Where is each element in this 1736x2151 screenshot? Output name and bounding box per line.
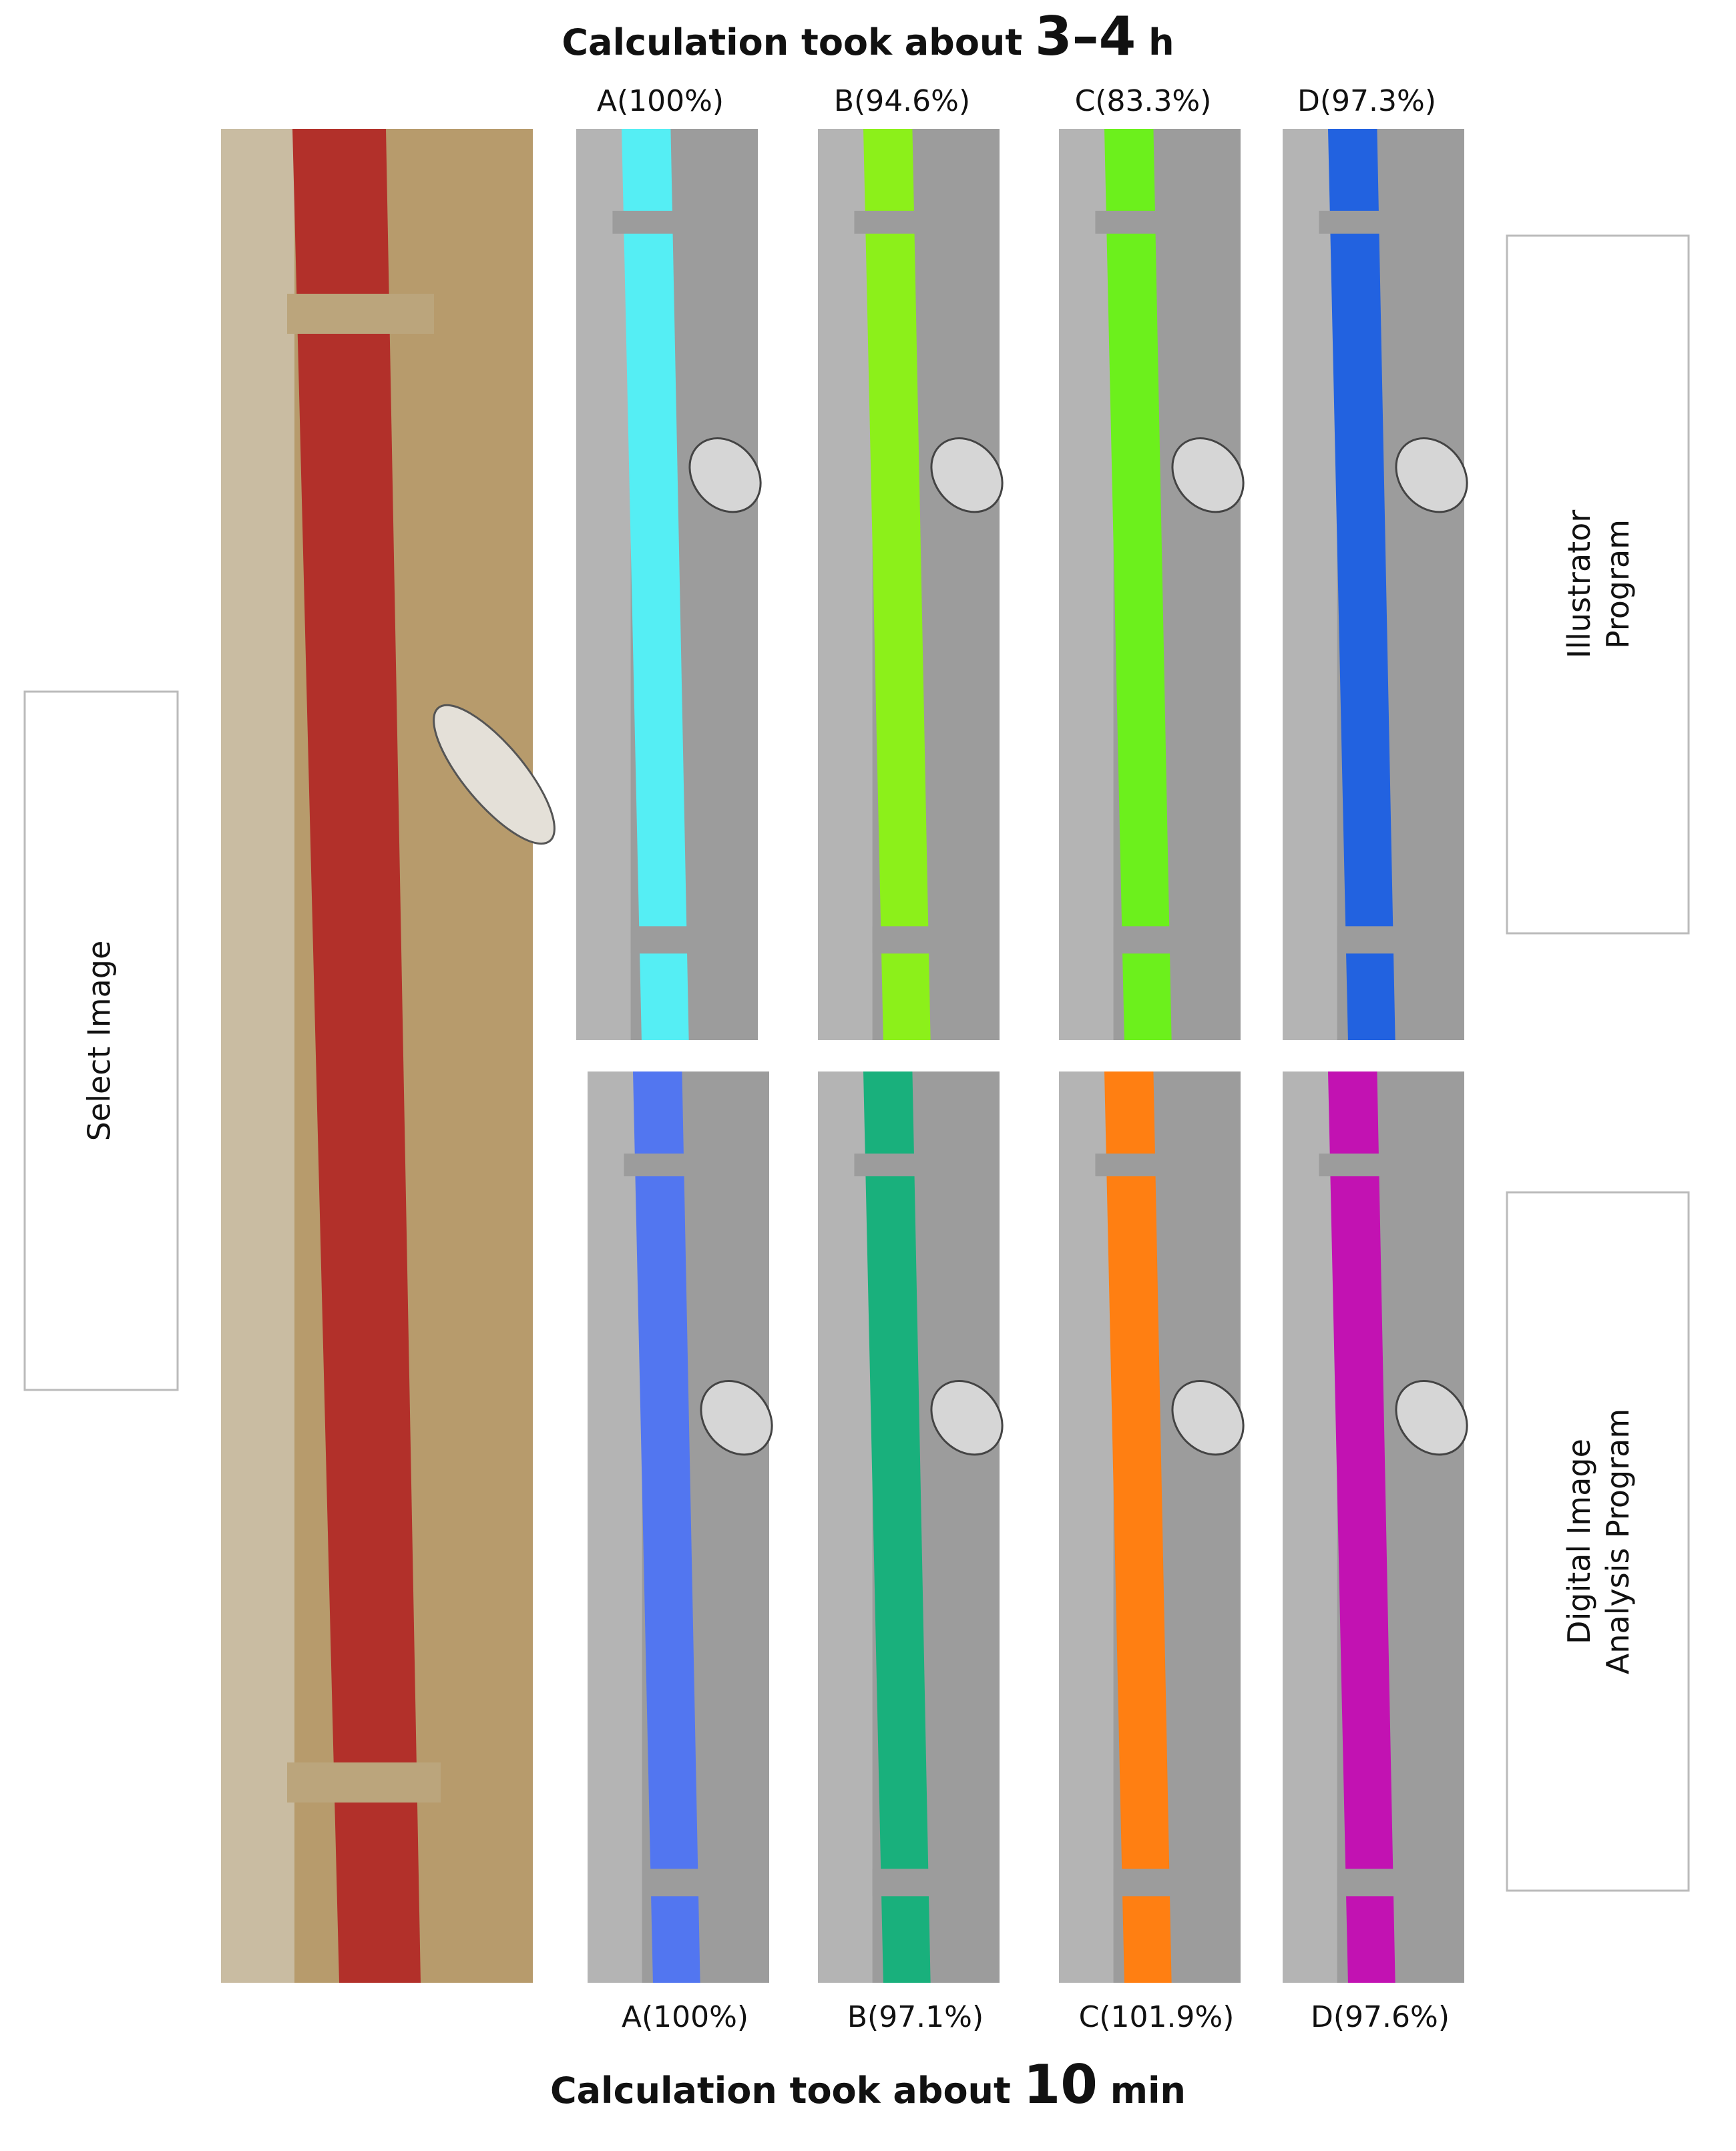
red-strip: [292, 129, 421, 1983]
strip-gap: [1113, 926, 1186, 954]
panel-label: C(83.3%): [1075, 84, 1212, 118]
select-label: Select Image: [81, 941, 118, 1142]
image-gap: [287, 294, 434, 334]
label-line: Illustrator: [1561, 510, 1597, 659]
color-strip: [1104, 129, 1172, 1040]
strip-gap: [642, 1869, 715, 1897]
image-shade: [221, 129, 294, 1983]
strip-gap: [872, 926, 945, 954]
strip-gap: [854, 1153, 927, 1176]
color-strip: [622, 129, 689, 1040]
panel-label: A(100%): [597, 84, 724, 118]
segmentation-panel: [818, 1071, 1004, 1983]
caption-value: 10: [1024, 2054, 1098, 2116]
strip-gap: [1337, 1869, 1410, 1897]
strip-gap: [1319, 210, 1392, 234]
segmentation-panel: [576, 129, 762, 1040]
top-caption: Calculation took about 3–4 h: [562, 5, 1174, 67]
panel-shade: [1283, 1071, 1337, 1983]
select-box[interactable]: [23, 690, 179, 1391]
panel-label: D(97.6%): [1311, 2000, 1450, 2034]
strip-gap: [872, 1869, 945, 1897]
panel-shade: [1059, 129, 1114, 1040]
wing: [1395, 1380, 1468, 1456]
panel-shade: [1059, 1071, 1114, 1983]
panel-shade: [588, 1071, 642, 1983]
caption-unit: h: [1148, 21, 1174, 63]
strip-gap: [624, 1153, 697, 1176]
wing: [1395, 437, 1468, 513]
caption-unit: min: [1110, 2070, 1186, 2112]
segmentation-panel: [588, 1071, 773, 1983]
illustrator-label: IllustratorProgram: [1561, 510, 1636, 659]
panel-label: A(100%): [622, 2000, 748, 2034]
wing: [688, 437, 762, 513]
caption-text: Calculation took about: [550, 2070, 1011, 2112]
wing: [930, 1380, 1004, 1456]
wing: [1171, 437, 1245, 513]
wing: [930, 437, 1004, 513]
digital-label: Digital ImageAnalysis Program: [1561, 1409, 1636, 1674]
panel-shade: [818, 1071, 873, 1983]
caption-text: Calculation took about: [562, 21, 1022, 63]
wing: [700, 1380, 773, 1456]
color-strip: [1104, 1071, 1172, 1983]
strip-gap: [1095, 1153, 1168, 1176]
wing: [433, 704, 556, 845]
panel-label: D(97.3%): [1297, 84, 1436, 118]
panel-shade: [818, 129, 873, 1040]
wing: [1171, 1380, 1245, 1456]
segmentation-panel: [1059, 129, 1245, 1040]
segmentation-panel: [1283, 129, 1468, 1040]
segmentation-panel: [818, 129, 1004, 1040]
panel-label: B(94.6%): [834, 84, 970, 118]
label-line: Digital Image: [1561, 1439, 1597, 1644]
image-gap: [287, 1762, 441, 1803]
strip-gap: [854, 210, 927, 234]
strip-gap: [612, 210, 686, 234]
label-line: Analysis Program: [1600, 1409, 1636, 1674]
color-strip: [633, 1071, 700, 1983]
strip-gap: [1095, 210, 1168, 234]
source-image: [221, 129, 556, 1983]
strip-gap: [1337, 926, 1410, 954]
strip-gap: [630, 926, 704, 954]
segmentation-panel: [1283, 1071, 1468, 1983]
color-strip: [863, 1071, 931, 1983]
panel-shade: [576, 129, 631, 1040]
color-strip: [1328, 129, 1395, 1040]
digital-box[interactable]: [1506, 1191, 1690, 1892]
color-strip: [1328, 1071, 1395, 1983]
panel-label: B(97.1%): [847, 2000, 984, 2034]
strip-gap: [1113, 1869, 1186, 1897]
strip-gap: [1319, 1153, 1392, 1176]
panel-shade: [1283, 129, 1337, 1040]
illustrator-box[interactable]: [1506, 234, 1690, 935]
panel-label: C(101.9%): [1079, 2000, 1235, 2034]
color-strip: [863, 129, 931, 1040]
label-line: Program: [1600, 519, 1636, 649]
bottom-caption: Calculation took about 10 min: [550, 2054, 1186, 2116]
caption-value: 3–4: [1035, 5, 1136, 67]
segmentation-panel: [1059, 1071, 1245, 1983]
